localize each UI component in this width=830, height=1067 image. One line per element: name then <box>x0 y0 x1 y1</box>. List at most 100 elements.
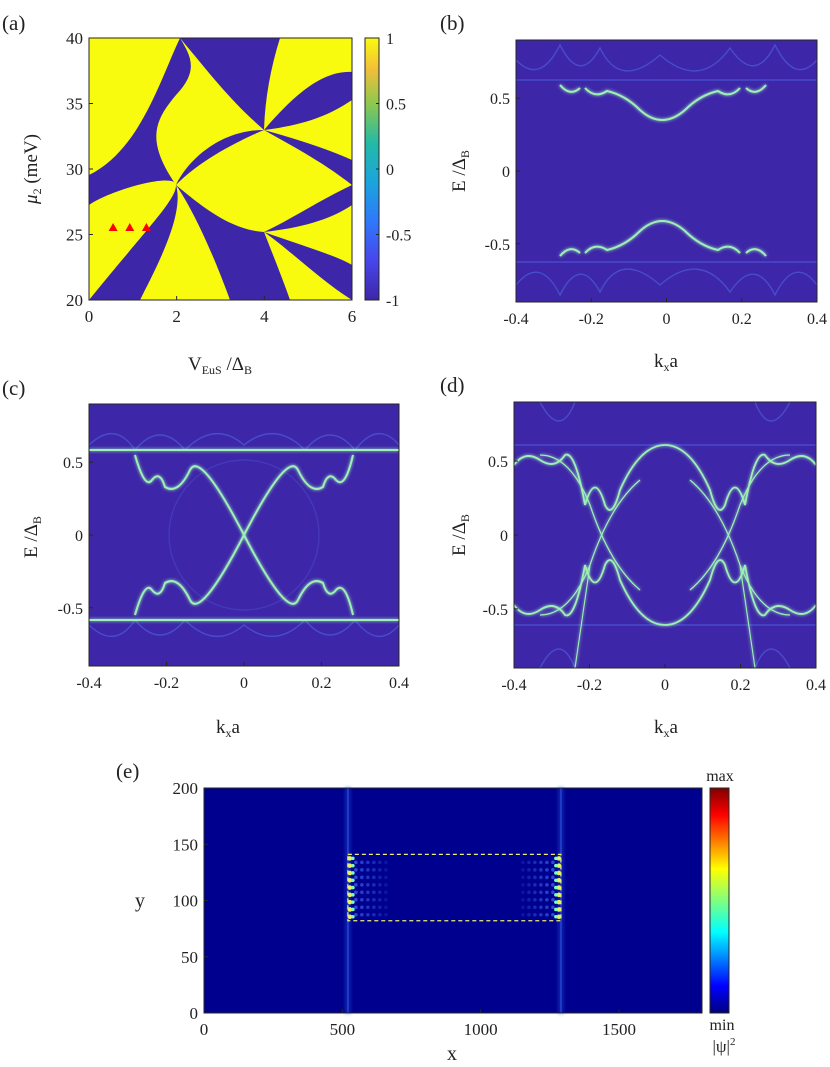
interior-density-dot <box>545 905 549 910</box>
edge-state-maximum <box>554 856 558 861</box>
interior-density-dot <box>378 875 382 880</box>
edge-state-maximum <box>554 914 558 919</box>
interior-density-dot <box>527 890 531 895</box>
panel-a-xlabel: VEuS /ΔB <box>188 354 252 377</box>
panel-e-xlabel: x <box>447 1043 457 1065</box>
interior-density-dot <box>372 897 376 902</box>
x-tick-label: 0.2 <box>312 675 332 692</box>
panel-a-y-ticks: 20 25 30 35 40 <box>66 29 93 310</box>
interior-density-dot <box>551 868 555 872</box>
x-tick-label: 1500 <box>602 1020 636 1039</box>
interior-density-dot <box>545 860 549 865</box>
interior-density-dot <box>551 875 555 880</box>
panel-b-x-ticks: -0.4 -0.2 0 0.2 0.4 <box>503 298 827 328</box>
x-tick-label: 0 <box>85 307 94 326</box>
y-tick-label: -0.5 <box>485 237 510 254</box>
panel-d-y-ticks: -0.5 0 0.5 <box>483 454 518 619</box>
panel-a-label: (a) <box>2 11 25 35</box>
interior-density-dot <box>360 875 364 880</box>
interior-density-dot <box>545 912 549 917</box>
interior-density-dot <box>378 860 382 865</box>
interior-density-dot <box>527 868 531 872</box>
panel-d-xlabel: kxa <box>654 717 679 740</box>
panel-a: (a) 0 2 4 6 20 25 30 35 40 VEuS /ΔB μ2 (meV) 1 0… <box>2 11 411 377</box>
interior-density-dot <box>384 912 388 917</box>
edge-state-maximum <box>347 856 353 861</box>
panel-a-ylabel: μ2 (meV) <box>21 134 44 205</box>
interior-density-dot <box>378 912 382 917</box>
interior-density-dot <box>533 912 537 917</box>
x-tick-label: 0.4 <box>389 675 409 692</box>
y-tick-label: 200 <box>173 779 199 798</box>
interior-density-dot <box>521 883 525 887</box>
colorbar-min-label: min <box>710 1017 735 1034</box>
y-tick-label: 0.5 <box>488 454 508 471</box>
interior-density-dot <box>521 905 525 910</box>
interior-density-dot <box>539 860 543 865</box>
heatmap-background <box>516 40 817 302</box>
interior-density-dot <box>360 868 364 872</box>
x-tick-label: 6 <box>348 307 357 326</box>
edge-state-maximum <box>556 907 562 912</box>
y-tick-label: 40 <box>66 29 83 48</box>
phase-region-9 <box>264 205 352 265</box>
interior-density-dot <box>545 883 549 887</box>
panel-a-x-ticks: 0 2 4 6 <box>85 296 357 326</box>
phase-region-1 <box>89 38 180 175</box>
interior-density-dot <box>366 883 370 887</box>
interior-density-dot <box>533 905 537 910</box>
interior-density-dot <box>539 912 543 917</box>
x-tick-label: 0.2 <box>732 311 752 328</box>
interior-density-dot <box>372 860 376 865</box>
heatmap-background <box>514 402 816 668</box>
red-triangle-marker <box>108 222 118 231</box>
spectrum-heatmap-c <box>89 404 399 666</box>
y-tick-label: 30 <box>66 160 83 179</box>
wavefunction-heatmap <box>204 788 702 1013</box>
interior-density-dot <box>533 897 537 902</box>
interior-density-dot <box>366 875 370 880</box>
phase-region-7 <box>264 232 352 300</box>
panel-b-y-ticks: -0.5 0 0.5 <box>485 91 520 254</box>
interior-density-dot <box>360 897 364 902</box>
interior-density-dot <box>354 912 358 917</box>
interior-density-dot <box>366 860 370 865</box>
y-tick-label: 0.5 <box>490 91 510 108</box>
phase-region-11 <box>245 38 280 130</box>
colorbar-tick-label: 0 <box>386 162 394 179</box>
edge-state-maximum <box>556 885 562 890</box>
edge-state-maximum <box>347 899 353 905</box>
interior-density-dot <box>527 897 531 902</box>
interior-density-dot <box>360 860 364 865</box>
interior-density-dot <box>551 883 555 887</box>
interior-density-dot <box>354 883 358 887</box>
x-tick-label: 0 <box>200 1020 209 1039</box>
interior-density-dot <box>354 890 358 895</box>
y-tick-label: 25 <box>66 226 83 245</box>
edge-state-maximum <box>556 914 562 920</box>
edge-state-maximum <box>347 914 353 920</box>
panel-d-x-ticks: -0.4 -0.2 0 0.2 0.4 <box>501 664 826 694</box>
interior-density-dot <box>354 905 358 910</box>
interior-density-dot <box>360 890 364 895</box>
phase-region-3 <box>89 185 230 300</box>
edge-state-maximum <box>556 899 562 905</box>
interior-density-dot <box>545 890 549 895</box>
interior-density-dot <box>521 912 525 917</box>
subgap-bands-c <box>89 449 399 621</box>
edge-state-maximum <box>554 878 558 883</box>
panel-d-label: (d) <box>440 373 465 397</box>
interior-density-dot <box>366 897 370 902</box>
interior-density-dot <box>539 905 543 910</box>
edge-state-maximum <box>347 877 353 883</box>
interior-density-dot <box>545 875 549 880</box>
interior-density-dot <box>360 912 364 917</box>
interior-density-dot <box>372 890 376 895</box>
phase-region-10 <box>230 232 290 300</box>
colorbar-quantity-label: |ψ|2 <box>713 1036 736 1056</box>
interior-density-dot <box>378 868 382 872</box>
interior-density-dot <box>354 868 358 872</box>
edge-state-maximum <box>351 878 355 883</box>
edge-state-maximum <box>351 893 355 897</box>
